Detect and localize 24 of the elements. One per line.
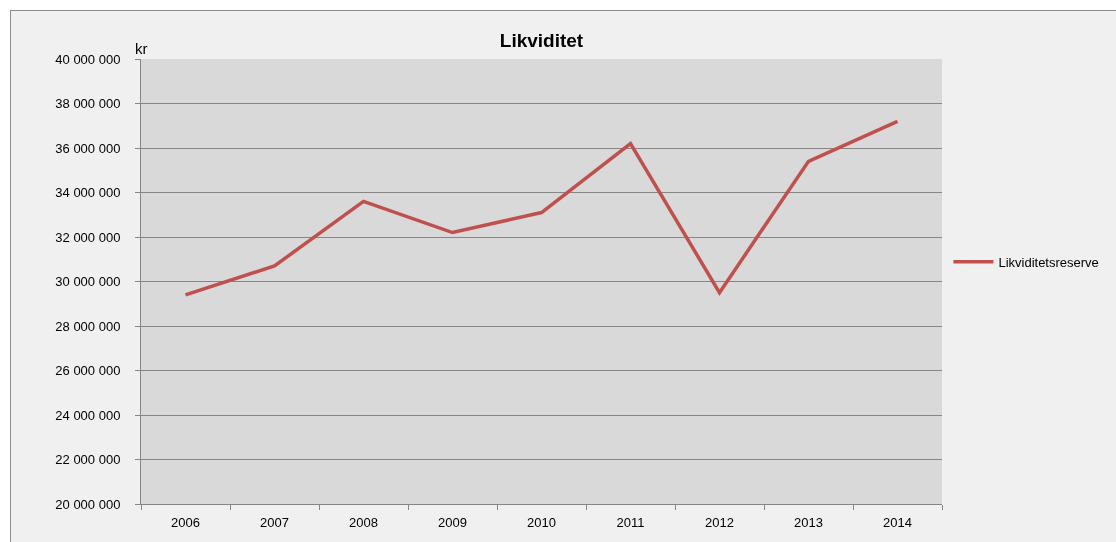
x-tick-label: 2010 [527, 514, 556, 530]
y-tick-label: 32 000 000 [55, 229, 121, 245]
x-tick-label: 2006 [171, 514, 200, 530]
x-tick-label: 2012 [705, 514, 734, 530]
x-tick-label: 2009 [438, 514, 467, 530]
legend-label: Likviditetsreserve [998, 254, 1099, 270]
y-tick-label: 34 000 000 [55, 185, 121, 201]
y-tick-label: 26 000 000 [55, 363, 121, 379]
x-tick-label: 2008 [349, 514, 378, 530]
y-tick-label: 20 000 000 [55, 496, 121, 512]
y-tick-label: 30 000 000 [55, 274, 121, 290]
y-tick-label: 36 000 000 [55, 140, 121, 156]
y-tick-label: 28 000 000 [55, 318, 121, 334]
line-series [183, 119, 900, 297]
chart-title: Likviditet [499, 29, 584, 51]
y-tick-label: 40 000 000 [55, 51, 121, 67]
y-tick-label: 22 000 000 [55, 452, 121, 468]
x-tick-label: 2007 [260, 514, 289, 530]
x-tick-label: 2014 [883, 514, 912, 530]
y-tick-label: 38 000 000 [55, 96, 121, 112]
x-tick-label: 2011 [616, 514, 645, 530]
y-axis-title: kr [135, 40, 148, 57]
y-tick-label: 24 000 000 [55, 407, 121, 423]
x-tick-label: 2013 [794, 514, 823, 530]
